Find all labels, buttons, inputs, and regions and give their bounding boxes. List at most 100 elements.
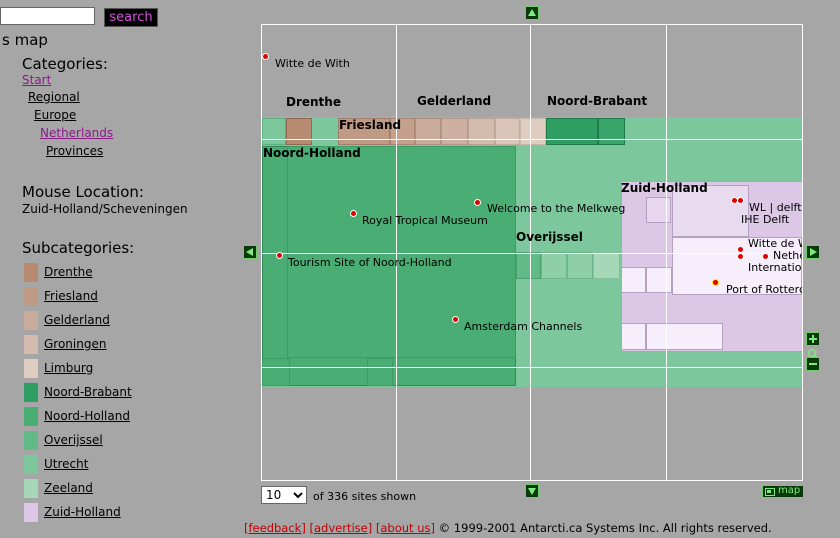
subcategory-gelderland[interactable]: Gelderland — [44, 313, 110, 327]
pan-up-button[interactable] — [525, 6, 539, 20]
feedback-link[interactable]: feedback — [248, 521, 302, 535]
grid-line — [262, 367, 802, 368]
site-label-wl-delft[interactable]: WL | delft hydra — [749, 201, 802, 214]
tile[interactable] — [598, 118, 625, 145]
site-marker[interactable] — [474, 199, 481, 206]
subcategory-zuid-holland[interactable]: Zuid-Holland — [44, 505, 121, 519]
subcategory-groningen[interactable]: Groningen — [44, 337, 107, 351]
map-canvas[interactable]: Drenthe Gelderland Noord-Brabant Friesla… — [261, 24, 803, 481]
subcategory-limburg[interactable]: Limburg — [44, 361, 94, 375]
subcategory-noord-holland[interactable]: Noord-Holland — [44, 409, 130, 423]
breadcrumb-provinces[interactable]: Provinces — [46, 144, 104, 158]
tile[interactable] — [262, 358, 290, 386]
tile[interactable] — [367, 358, 393, 386]
site-marker[interactable] — [276, 252, 283, 259]
region-label-noord-brabant: Noord-Brabant — [547, 94, 648, 108]
site-marker[interactable] — [712, 279, 719, 286]
zoom-icon — [806, 345, 820, 360]
subcategory-swatch — [24, 287, 38, 306]
sites-per-page-select[interactable]: 10 — [261, 486, 307, 504]
subcategory-utrecht[interactable]: Utrecht — [44, 457, 89, 471]
search-input[interactable] — [0, 7, 95, 25]
pan-left-button[interactable] — [243, 245, 257, 259]
tile[interactable] — [621, 267, 646, 293]
site-marker[interactable] — [737, 253, 744, 260]
region-noord-brabant-tile[interactable] — [546, 118, 598, 145]
region-friesland-tile[interactable] — [338, 118, 390, 145]
tile[interactable] — [541, 252, 567, 279]
site-label-internationale[interactable]: Internationale Fi — [748, 261, 802, 274]
breadcrumb-netherlands[interactable]: Netherlands — [40, 126, 114, 140]
arrow-up-icon — [528, 9, 536, 16]
pan-right-button[interactable] — [806, 245, 820, 259]
site-label-royal-tropical-museum[interactable]: Royal Tropical Museum — [362, 214, 488, 227]
sidebar-title: s map — [2, 31, 48, 49]
site-label-ihe-delft[interactable]: IHE Delft — [741, 213, 790, 226]
about-us-link[interactable]: about us — [380, 521, 431, 535]
tile[interactable] — [646, 197, 671, 223]
tile[interactable] — [287, 146, 516, 358]
tile[interactable] — [390, 118, 415, 145]
advertise-link[interactable]: advertise — [313, 521, 368, 535]
region-limburg-tile[interactable] — [520, 118, 546, 145]
map-icon — [765, 488, 775, 496]
subcategory-swatch — [24, 335, 38, 354]
minus-icon — [809, 363, 817, 365]
tile[interactable] — [262, 118, 286, 145]
tile[interactable] — [593, 252, 620, 279]
subcategory-zeeland[interactable]: Zeeland — [44, 481, 93, 495]
subcategory-friesland[interactable]: Friesland — [44, 289, 98, 303]
categories-heading: Categories: — [22, 55, 108, 73]
subcategory-overijssel[interactable]: Overijssel — [44, 433, 103, 447]
site-label-tourism-noord-holland[interactable]: Tourism Site of Noord-Holland — [288, 256, 452, 269]
mouse-location-heading: Mouse Location: — [22, 183, 144, 201]
search-button[interactable]: search — [104, 8, 158, 27]
site-label-witte-de-with-zh[interactable]: Witte de With — [748, 237, 802, 250]
tile[interactable] — [646, 267, 672, 293]
tile[interactable] — [567, 252, 593, 279]
region-label-noord-holland: Noord-Holland — [263, 146, 361, 160]
grid-line — [262, 253, 802, 254]
site-marker[interactable] — [262, 53, 269, 60]
site-label-netherlands[interactable]: Netherlands — [773, 249, 803, 262]
breadcrumb-regional[interactable]: Regional — [28, 90, 80, 104]
site-marker[interactable] — [737, 246, 744, 253]
tile[interactable] — [495, 118, 520, 145]
site-label-amsterdam-channels[interactable]: Amsterdam Channels — [464, 320, 583, 333]
site-marker[interactable] — [350, 210, 357, 217]
region-gelderland-tile[interactable] — [415, 118, 441, 145]
pan-down-button[interactable] — [525, 484, 539, 498]
subcategory-noord-brabant[interactable]: Noord-Brabant — [44, 385, 132, 399]
tile[interactable] — [468, 118, 495, 145]
site-marker[interactable] — [762, 253, 769, 260]
map-toggle-button[interactable]: map — [762, 485, 804, 498]
tile[interactable] — [672, 185, 749, 237]
mouse-location-value: Zuid-Holland/Scheveningen — [22, 202, 188, 216]
subcategory-drenthe[interactable]: Drenthe — [44, 265, 93, 279]
subcategory-swatch — [24, 311, 38, 330]
site-label-port-of-rotterdam[interactable]: Port of Rotterdam — [726, 283, 802, 296]
tile[interactable] — [621, 323, 646, 350]
copyright: © 1999-2001 Antarcti.ca Systems Inc. All… — [438, 521, 772, 535]
tile[interactable] — [646, 323, 723, 350]
site-label-melkweg[interactable]: Welcome to the Melkweg — [487, 202, 626, 215]
region-overijssel-tile[interactable] — [516, 252, 541, 279]
tile[interactable] — [441, 118, 468, 145]
region-label-gelderland: Gelderland — [417, 94, 492, 108]
site-label-witte-de-with[interactable]: Witte de With — [275, 57, 350, 70]
subcategory-swatch — [24, 479, 38, 498]
subcategory-swatch — [24, 503, 38, 522]
region-label-drenthe: Drenthe — [286, 95, 341, 109]
subcategory-swatch — [24, 407, 38, 426]
subcategory-swatch — [24, 263, 38, 282]
zoom-in-button[interactable] — [806, 332, 820, 346]
region-drenthe-tile[interactable] — [286, 118, 312, 145]
site-marker[interactable] — [737, 197, 744, 204]
map-toggle-label: map — [778, 485, 801, 496]
subcategories-heading: Subcategories: — [22, 239, 135, 257]
grid-line — [666, 25, 667, 480]
breadcrumb-europe[interactable]: Europe — [34, 108, 77, 122]
zoom-out-button[interactable] — [806, 357, 820, 371]
breadcrumb-start[interactable]: Start — [22, 73, 52, 87]
site-marker[interactable] — [452, 316, 459, 323]
